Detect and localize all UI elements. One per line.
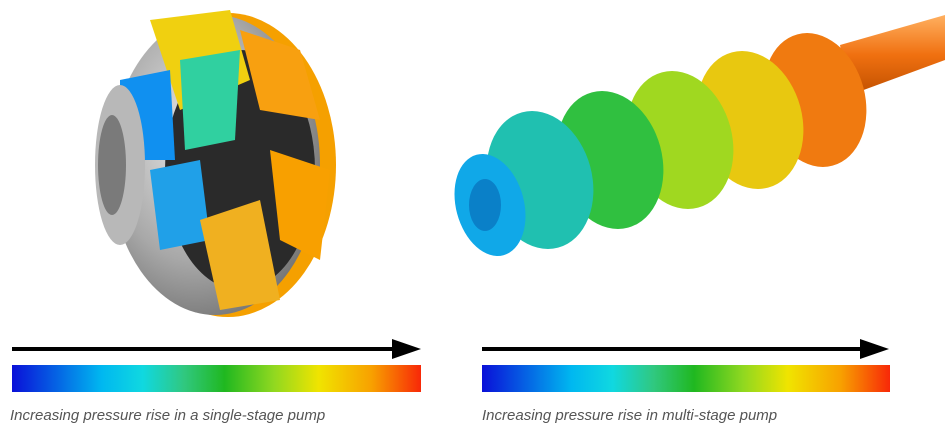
- color-scale: [12, 365, 421, 392]
- arrow: [482, 339, 889, 359]
- caption: Increasing pressure rise in a single-sta…: [10, 407, 325, 424]
- caption: Increasing pressure rise in multi-stage …: [482, 407, 777, 424]
- color-scale: [482, 365, 890, 392]
- multi-stage-pump: [454, 15, 945, 256]
- single-stage-pump: [95, 10, 336, 317]
- arrow: [12, 339, 421, 359]
